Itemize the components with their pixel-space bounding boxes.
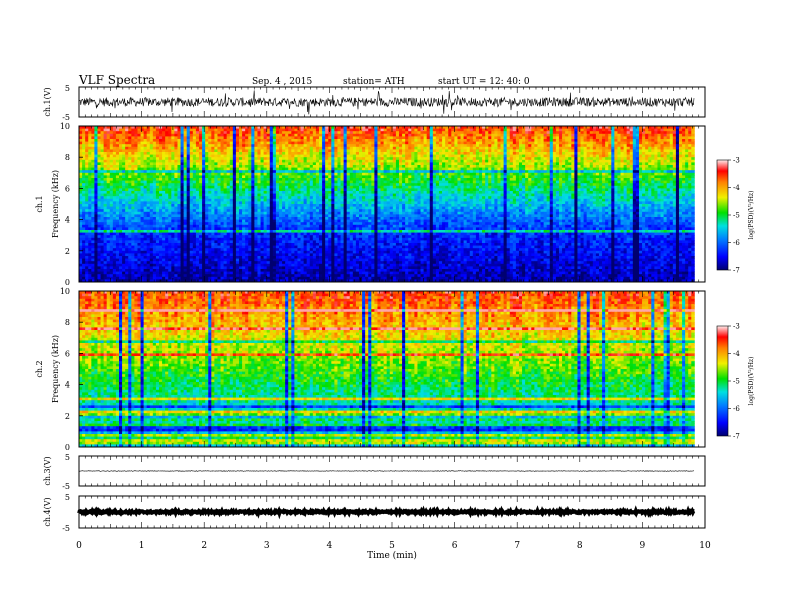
ch1-colorbar-gradient bbox=[716, 159, 729, 271]
ch2-colorbar-tick-label: -5 bbox=[733, 378, 740, 386]
ch3-waveform-panel: 5 -5 ch.3(V) bbox=[43, 453, 706, 491]
ch2-colorbar-tick-label: -3 bbox=[733, 323, 740, 331]
ch4-waveform-ylabel: ch.4(V) bbox=[43, 497, 52, 526]
ch1-waveform-trace bbox=[78, 90, 695, 115]
ch2-spectrogram-panel: 0 2 4 6 8 10 ch.2 Frequency (kHz) bbox=[35, 287, 706, 452]
ch2-spectrogram-ylabel-top: ch.2 bbox=[35, 360, 44, 377]
ch2-colorbar-gradient bbox=[716, 325, 729, 437]
ch1-colorbar-tick-label: -3 bbox=[733, 157, 740, 165]
ch1-colorbar-tick-label: -6 bbox=[733, 239, 740, 247]
time-axis-tick-label: 4 bbox=[327, 541, 333, 551]
ch1-spectrogram-ytick-label: 2 bbox=[65, 247, 70, 256]
ch2-spectrogram-ylabel: Frequency (kHz) bbox=[51, 335, 60, 403]
date-label: Sep. 4 , 2015 bbox=[252, 77, 312, 87]
time-axis-tick-label: 0 bbox=[76, 541, 82, 551]
ch4-waveform-panel: 5 -5 ch.4(V) bbox=[43, 493, 706, 533]
ch3-waveform-trace bbox=[78, 470, 694, 472]
ch1-spectrogram-ytick-label: 0 bbox=[65, 278, 70, 287]
ch1-colorbar-label: log(PSD)(V²/Hz) bbox=[748, 191, 755, 240]
station-label: station= ATH bbox=[343, 77, 405, 87]
ch1-colorbar: -3 -4 -5 -6 -7 log(PSD)(V²/Hz) bbox=[716, 157, 755, 275]
ch1-spectrogram-ylabel: Frequency (kHz) bbox=[51, 170, 60, 238]
ch3-ytick-top: 5 bbox=[65, 453, 70, 462]
time-axis-tick-label: 1 bbox=[139, 541, 145, 551]
start-time-label: start UT = 12: 40: 0 bbox=[438, 77, 530, 87]
ch2-colorbar-tick-label: -4 bbox=[733, 350, 740, 358]
ch1-waveform-panel: 5 -5 ch.1(V) bbox=[43, 84, 706, 122]
ch2-spectrogram-ytick-label: 2 bbox=[65, 412, 70, 421]
time-axis-tick-label: 7 bbox=[514, 541, 520, 551]
ch1-colorbar-tick-label: -5 bbox=[733, 212, 740, 220]
ch2-spectrogram-ytick-label: 0 bbox=[65, 443, 70, 452]
ch2-spectrogram-ytick-label: 8 bbox=[65, 318, 70, 327]
ch4-ytick-top: 5 bbox=[65, 493, 70, 502]
ch1-spectrogram-ytick-label: 8 bbox=[65, 153, 70, 162]
ch1-waveform-ylabel: ch.1(V) bbox=[43, 87, 52, 116]
ch2-colorbar-tick-label: -7 bbox=[733, 433, 740, 441]
ch1-spectrogram-ytick-label: 6 bbox=[65, 184, 70, 193]
time-axis-tick-label: 10 bbox=[699, 541, 711, 551]
ch2-spectrogram-ytick-label: 4 bbox=[65, 381, 70, 390]
time-axis-tick-label: 3 bbox=[264, 541, 270, 551]
ch1-spectrogram-image bbox=[79, 126, 695, 283]
ch1-colorbar-tick-label: -7 bbox=[733, 267, 740, 275]
time-axis-tick-label: 9 bbox=[640, 541, 646, 551]
ch2-colorbar: -3 -4 -5 -6 -7 log(PSD)(V²/Hz) bbox=[716, 323, 755, 441]
ch1-colorbar-tick-label: -4 bbox=[733, 184, 740, 192]
time-axis-label: Time (min) bbox=[367, 550, 417, 561]
ch2-colorbar-label: log(PSD)(V²/Hz) bbox=[748, 357, 755, 406]
ch1-spectrogram-ytick-label: 10 bbox=[60, 122, 70, 131]
ch4-ytick-bottom: -5 bbox=[62, 524, 70, 533]
ch3-ytick-bottom: -5 bbox=[62, 482, 70, 491]
time-axis-tick-label: 6 bbox=[452, 541, 458, 551]
ch2-spectrogram-ytick-label: 6 bbox=[65, 349, 70, 358]
ch2-spectrogram-image bbox=[79, 291, 695, 448]
ch4-waveform-trace bbox=[77, 505, 696, 520]
ch1-spectrogram-panel: 0 2 4 6 8 10 ch.1 Frequency (kHz) bbox=[35, 122, 706, 287]
ch3-waveform-ylabel: ch.3(V) bbox=[43, 456, 52, 485]
time-axis-tick-labels: 0 1 2 3 4 5 6 7 8 9 10 bbox=[76, 541, 711, 551]
ch2-colorbar-tick-label: -6 bbox=[733, 405, 740, 413]
time-axis-tick-label: 2 bbox=[201, 541, 207, 551]
ch1-spectrogram-ytick-label: 4 bbox=[65, 216, 70, 225]
ch1-ytick-bottom: -5 bbox=[62, 113, 70, 122]
ch1-spectrogram-ylabel-top: ch.1 bbox=[35, 195, 44, 212]
time-axis-tick-label: 5 bbox=[389, 541, 395, 551]
ch1-ytick-top: 5 bbox=[65, 84, 70, 93]
time-axis-ticks bbox=[78, 87, 706, 528]
time-axis-tick-label: 8 bbox=[577, 541, 583, 551]
ch2-spectrogram-ytick-label: 10 bbox=[60, 287, 70, 296]
figure-title: VLF Spectra bbox=[78, 73, 155, 87]
